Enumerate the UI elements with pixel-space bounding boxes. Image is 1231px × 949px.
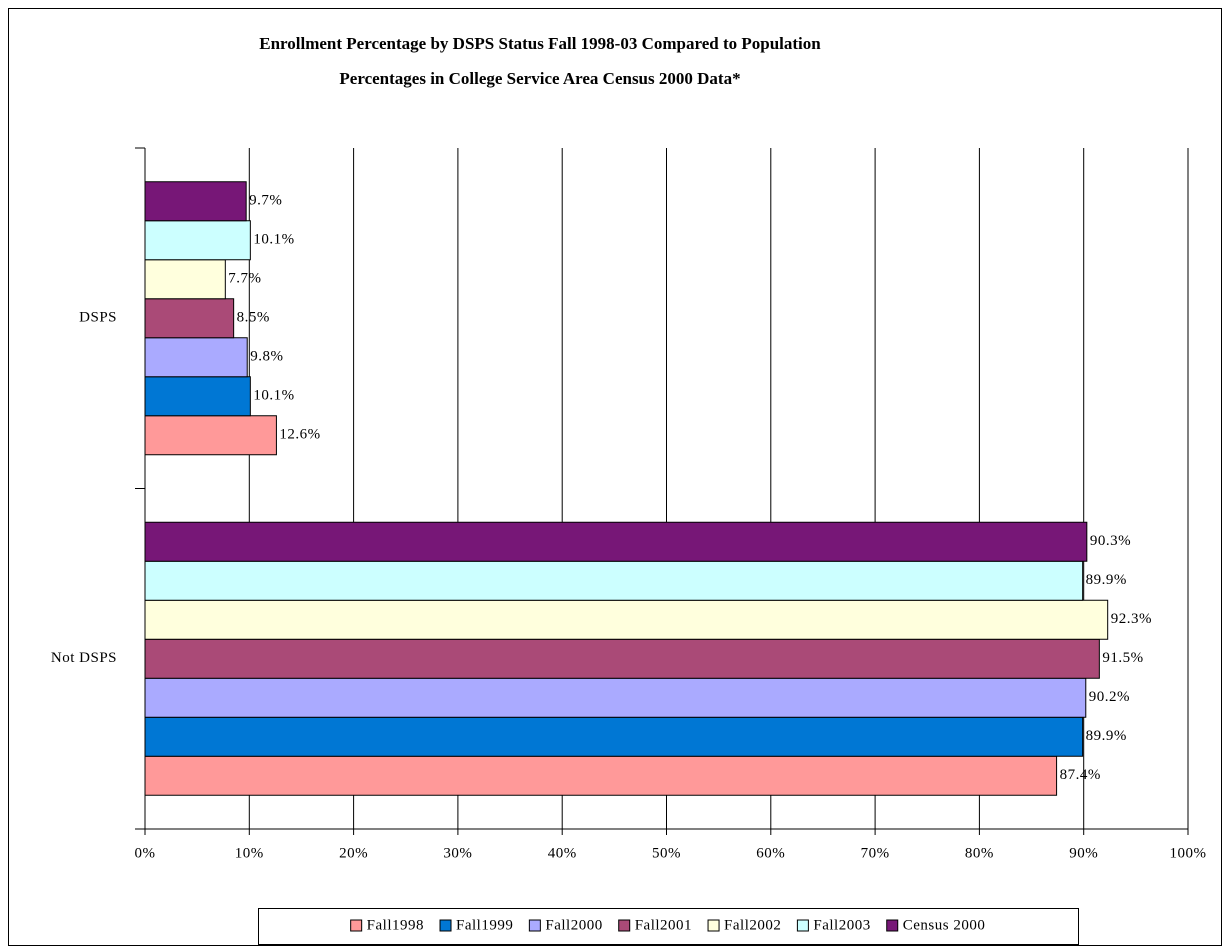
x-tick-label: 90% (1069, 845, 1098, 861)
x-tick-label: 20% (339, 845, 368, 861)
data-label: 92.3% (1111, 611, 1152, 627)
bar (144, 677, 1087, 718)
bar (144, 337, 248, 378)
legend-swatch (618, 919, 631, 932)
bar (144, 298, 235, 339)
data-label: 9.8% (250, 349, 283, 365)
legend-swatch (796, 919, 809, 932)
bar (144, 638, 1100, 679)
x-tick-label: 50% (652, 845, 681, 861)
data-label: 89.9% (1086, 728, 1127, 744)
x-tick-label: 40% (548, 845, 577, 861)
bar (144, 415, 277, 456)
bar (144, 521, 1088, 562)
legend-swatch (350, 919, 363, 932)
data-label: 91.5% (1102, 650, 1143, 666)
data-label: 90.2% (1089, 689, 1130, 705)
data-label: 90.3% (1090, 533, 1131, 549)
x-tick-label: 80% (965, 845, 994, 861)
bar (144, 220, 251, 261)
bar (144, 376, 251, 417)
x-tick-label: 70% (861, 845, 890, 861)
data-label: 10.1% (253, 388, 294, 404)
legend-swatch (886, 919, 899, 932)
x-tick-label: 60% (756, 845, 785, 861)
x-tick-label: 100% (1170, 845, 1207, 861)
bar (144, 716, 1084, 757)
x-tick-label: 0% (135, 845, 156, 861)
bar (144, 755, 1058, 796)
legend-label: Fall2002 (724, 917, 781, 933)
chart-border (8, 8, 1222, 946)
legend-swatch (528, 919, 541, 932)
x-tick-label: 30% (443, 845, 472, 861)
data-label: 9.7% (249, 193, 282, 209)
bar (144, 181, 247, 222)
chart-title: Percentages in College Service Area Cens… (339, 69, 740, 88)
y-tick-label: Not DSPS (51, 650, 117, 666)
data-label: 87.4% (1060, 767, 1101, 783)
data-label: 8.5% (237, 310, 270, 326)
x-tick-label: 10% (235, 845, 264, 861)
data-label: 10.1% (253, 232, 294, 248)
chart-title: Enrollment Percentage by DSPS Status Fal… (259, 34, 821, 53)
legend-box (258, 908, 1079, 945)
legend-label: Fall1998 (367, 917, 424, 933)
data-label: 12.6% (279, 427, 320, 443)
legend-label: Fall2001 (635, 917, 692, 933)
bar (144, 560, 1084, 601)
data-label: 7.7% (228, 271, 261, 287)
data-label: 89.9% (1086, 572, 1127, 588)
legend-label: Fall1999 (456, 917, 513, 933)
legend-swatch (707, 919, 720, 932)
y-tick-label: DSPS (79, 310, 117, 326)
legend-label: Fall2000 (545, 917, 602, 933)
legend-label: Fall2003 (813, 917, 870, 933)
legend-label: Census 2000 (903, 917, 986, 933)
bar (144, 259, 226, 300)
bar (144, 599, 1109, 640)
legend-swatch (439, 919, 452, 932)
